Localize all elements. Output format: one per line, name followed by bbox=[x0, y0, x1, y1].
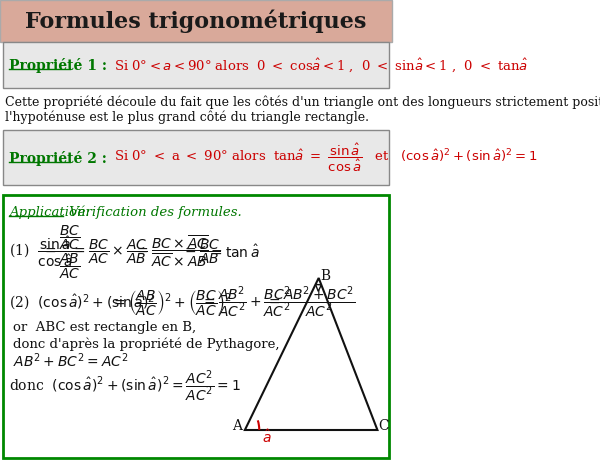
Text: donc d'après la propriété de Pythagore,: donc d'après la propriété de Pythagore, bbox=[13, 337, 280, 351]
Text: $= \dfrac{BC}{AC} \times \dfrac{AC}{AB}$: $= \dfrac{BC}{AC} \times \dfrac{AC}{AB}$ bbox=[71, 238, 147, 266]
Text: $AB^2 + BC^2 = AC^2$: $AB^2 + BC^2 = AC^2$ bbox=[13, 352, 128, 371]
Text: $\hat{a}$: $\hat{a}$ bbox=[262, 428, 272, 446]
Text: (1)  $\dfrac{\sin\hat{a}}{\cos\hat{a}}$: (1) $\dfrac{\sin\hat{a}}{\cos\hat{a}}$ bbox=[9, 235, 74, 269]
Text: donc  $\left(\cos\hat{a}\right)^2 + \left(\sin\hat{a}\right)^2 = \dfrac{AC^2}{AC: donc $\left(\cos\hat{a}\right)^2 + \left… bbox=[9, 368, 241, 404]
Text: Formules trigonométriques: Formules trigonométriques bbox=[25, 9, 367, 33]
Bar bbox=[3, 130, 389, 185]
Text: $= \dfrac{BC \times \overline{AC}}{\overline{AC} \times AB}$: $= \dfrac{BC \times \overline{AC}}{\over… bbox=[134, 234, 208, 270]
Text: C: C bbox=[379, 419, 389, 433]
Text: A: A bbox=[232, 419, 242, 433]
Bar bbox=[3, 42, 389, 88]
Text: $= \tan\hat{a}$: $= \tan\hat{a}$ bbox=[208, 243, 259, 261]
Text: Cette propriété découle du fait que les côtés d'un triangle ont des longueurs st: Cette propriété découle du fait que les … bbox=[5, 95, 600, 109]
Text: Si 0°$<a<$90° alors  0 $<$ cos$\hat{a}<$1 ,  0 $<$ sin$\hat{a}<$1 ,  0 $<$ tan$\: Si 0°$<a<$90° alors 0 $<$ cos$\hat{a}<$1… bbox=[114, 56, 529, 74]
Text: $= \dfrac{AB^2 + BC^2}{AC^2}$: $= \dfrac{AB^2 + BC^2}{AC^2}$ bbox=[266, 284, 356, 320]
Text: or  ABC est rectangle en B,: or ABC est rectangle en B, bbox=[13, 322, 196, 334]
Text: B: B bbox=[320, 269, 330, 283]
Text: (2)  $\left(\cos\hat{a}\right)^2 + \left(\sin\hat{a}\right)^2$: (2) $\left(\cos\hat{a}\right)^2 + \left(… bbox=[9, 292, 155, 312]
Text: Application:: Application: bbox=[9, 206, 90, 219]
Bar bbox=[3, 195, 389, 458]
Text: Propriété 2 :: Propriété 2 : bbox=[9, 151, 107, 165]
Text: l'hypoténuse est le plus grand côté du triangle rectangle.: l'hypoténuse est le plus grand côté du t… bbox=[5, 110, 369, 123]
Text: $= \left(\dfrac{AB}{AC}\right)^2 + \left(\dfrac{BC}{AC}\right)^2$: $= \left(\dfrac{AB}{AC}\right)^2 + \left… bbox=[111, 287, 232, 316]
Bar bbox=[0, 0, 392, 42]
Text: Propriété 1 :: Propriété 1 : bbox=[9, 57, 107, 73]
Text: Si 0° $<$ a $<$ 90° alors  tan$\hat{a}$ $=$ $\dfrac{\sin\hat{a}}{\cos\hat{a}}$  : Si 0° $<$ a $<$ 90° alors tan$\hat{a}$ $… bbox=[114, 142, 538, 174]
Text: $= \dfrac{\dfrac{BC}{AC}}{\dfrac{AB}{AC}}$: $= \dfrac{\dfrac{BC}{AC}}{\dfrac{AB}{AC}… bbox=[43, 224, 82, 280]
Text: $= \dfrac{BC}{AB}$: $= \dfrac{BC}{AB}$ bbox=[182, 238, 220, 266]
Text: $= \dfrac{AB^2}{AC^2} + \dfrac{BC^2}{AC^2}$: $= \dfrac{AB^2}{AC^2} + \dfrac{BC^2}{AC^… bbox=[201, 284, 292, 320]
Text: Vérification des formules.: Vérification des formules. bbox=[65, 205, 242, 219]
